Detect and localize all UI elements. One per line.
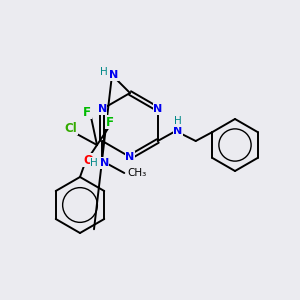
Text: N: N bbox=[173, 126, 182, 136]
Text: N: N bbox=[100, 158, 109, 168]
Text: H: H bbox=[174, 116, 182, 126]
Text: N: N bbox=[153, 104, 162, 114]
Text: F: F bbox=[83, 106, 91, 118]
Text: H: H bbox=[100, 67, 108, 77]
Text: N: N bbox=[98, 104, 107, 114]
Text: N: N bbox=[110, 70, 118, 80]
Text: Cl: Cl bbox=[64, 122, 77, 134]
Text: O: O bbox=[83, 154, 93, 166]
Text: N: N bbox=[125, 152, 135, 162]
Text: CH₃: CH₃ bbox=[127, 168, 146, 178]
Text: H: H bbox=[90, 158, 98, 168]
Text: F: F bbox=[106, 116, 114, 128]
